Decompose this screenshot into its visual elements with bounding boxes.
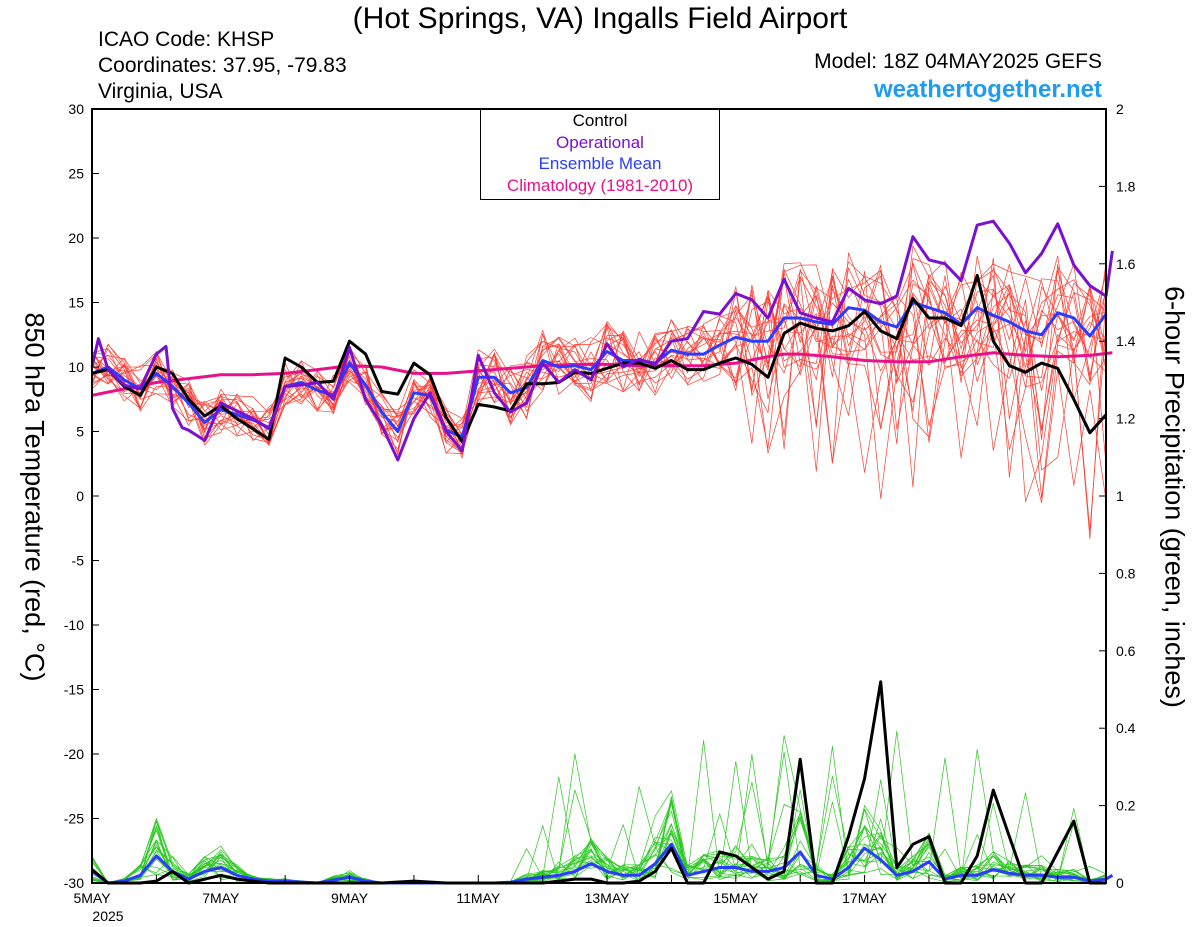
y-right-tick-label: 1.8 — [1116, 178, 1136, 194]
y-left-tick-label: -30 — [64, 875, 84, 891]
legend-climatology: Climatology (1981-2010) — [506, 175, 694, 195]
x-tick-label: 5MAY — [73, 890, 111, 906]
y-right-tick-label: 1.2 — [1116, 411, 1136, 427]
temp-member-line — [91, 283, 1107, 540]
x-tick-label: 15MAY — [713, 890, 759, 906]
y-right-tick-label: 1.4 — [1116, 333, 1136, 349]
y-left-tick-label: -15 — [64, 682, 84, 698]
y-right-tick-label: 1 — [1116, 488, 1124, 504]
precip-mean-line — [91, 842, 1114, 885]
region: Virginia, USA — [98, 80, 223, 103]
y-right-tick-label: 0.8 — [1116, 565, 1136, 581]
y-left-tick-label: 25 — [68, 166, 84, 182]
temp-member-line — [91, 263, 1107, 473]
y-right-tick-label: 0.6 — [1116, 643, 1136, 659]
plot-area — [92, 109, 1106, 883]
y-left-tick-label: 10 — [68, 359, 84, 375]
legend-operational: Operational — [556, 132, 644, 152]
y-left-tick-label: -20 — [64, 746, 84, 762]
temp-member-line — [91, 269, 1107, 443]
y-left-tick-label: 20 — [68, 230, 84, 246]
legend-ensemble-mean: Ensemble Mean — [538, 154, 662, 173]
temp-operational-line — [90, 219, 1114, 462]
y-left-tick-label: -25 — [64, 811, 84, 827]
y-axis-left-label: 850 hPa Temperature (red, °C) — [19, 312, 50, 682]
chart-title: (Hot Springs, VA) Ingalls Field Airport — [352, 2, 848, 35]
icao-code: ICAO Code: KHSP — [98, 28, 275, 51]
y-left-tick-label: -10 — [64, 617, 84, 633]
temp-control-line — [91, 273, 1108, 444]
x-tick-label: 7MAY — [202, 890, 240, 906]
legend-control: Control — [572, 111, 628, 130]
x-tick-label: 11MAY — [456, 890, 500, 906]
precip-control-line — [91, 680, 1106, 885]
y-right-tick-label: 0 — [1116, 875, 1124, 891]
y-axis-right-label: 6-hour Precipitation (green, inches) — [1159, 286, 1190, 708]
y-left-tick-label: -5 — [72, 553, 85, 569]
site-link[interactable]: weathertogether.net — [873, 76, 1102, 103]
climatology-line — [91, 351, 1113, 397]
y-right-tick-label: 0.2 — [1116, 798, 1136, 814]
x-year-label: 2025 — [92, 908, 123, 924]
y-left-tick-label: 15 — [68, 295, 84, 311]
y-left-tick-label: 0 — [76, 488, 84, 504]
chart-legend: Control Operational Ensemble Mean Climat… — [480, 109, 720, 200]
y-right-tick-label: 1.6 — [1116, 256, 1136, 272]
x-tick-label: 19MAY — [971, 890, 1017, 906]
model-run: Model: 18Z 04MAY2025 GEFS — [814, 50, 1102, 73]
x-tick-label: 13MAY — [585, 890, 631, 906]
y-left-tick-label: 5 — [76, 424, 84, 440]
y-right-tick-label: 2 — [1116, 101, 1124, 117]
y-left-tick-label: 30 — [68, 101, 84, 117]
x-tick-label: 17MAY — [842, 890, 888, 906]
coordinates: Coordinates: 37.95, -79.83 — [98, 54, 347, 77]
y-right-tick-label: 0.4 — [1116, 720, 1136, 736]
x-tick-label: 9MAY — [331, 890, 369, 906]
